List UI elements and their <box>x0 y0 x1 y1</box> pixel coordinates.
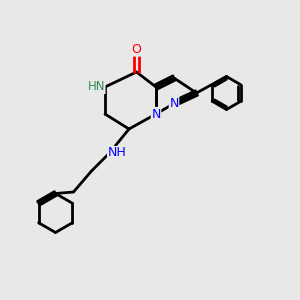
Text: N: N <box>151 107 161 121</box>
Text: O: O <box>132 43 141 56</box>
Text: NH: NH <box>108 146 126 160</box>
Text: HN: HN <box>88 80 105 94</box>
Text: N: N <box>169 97 179 110</box>
